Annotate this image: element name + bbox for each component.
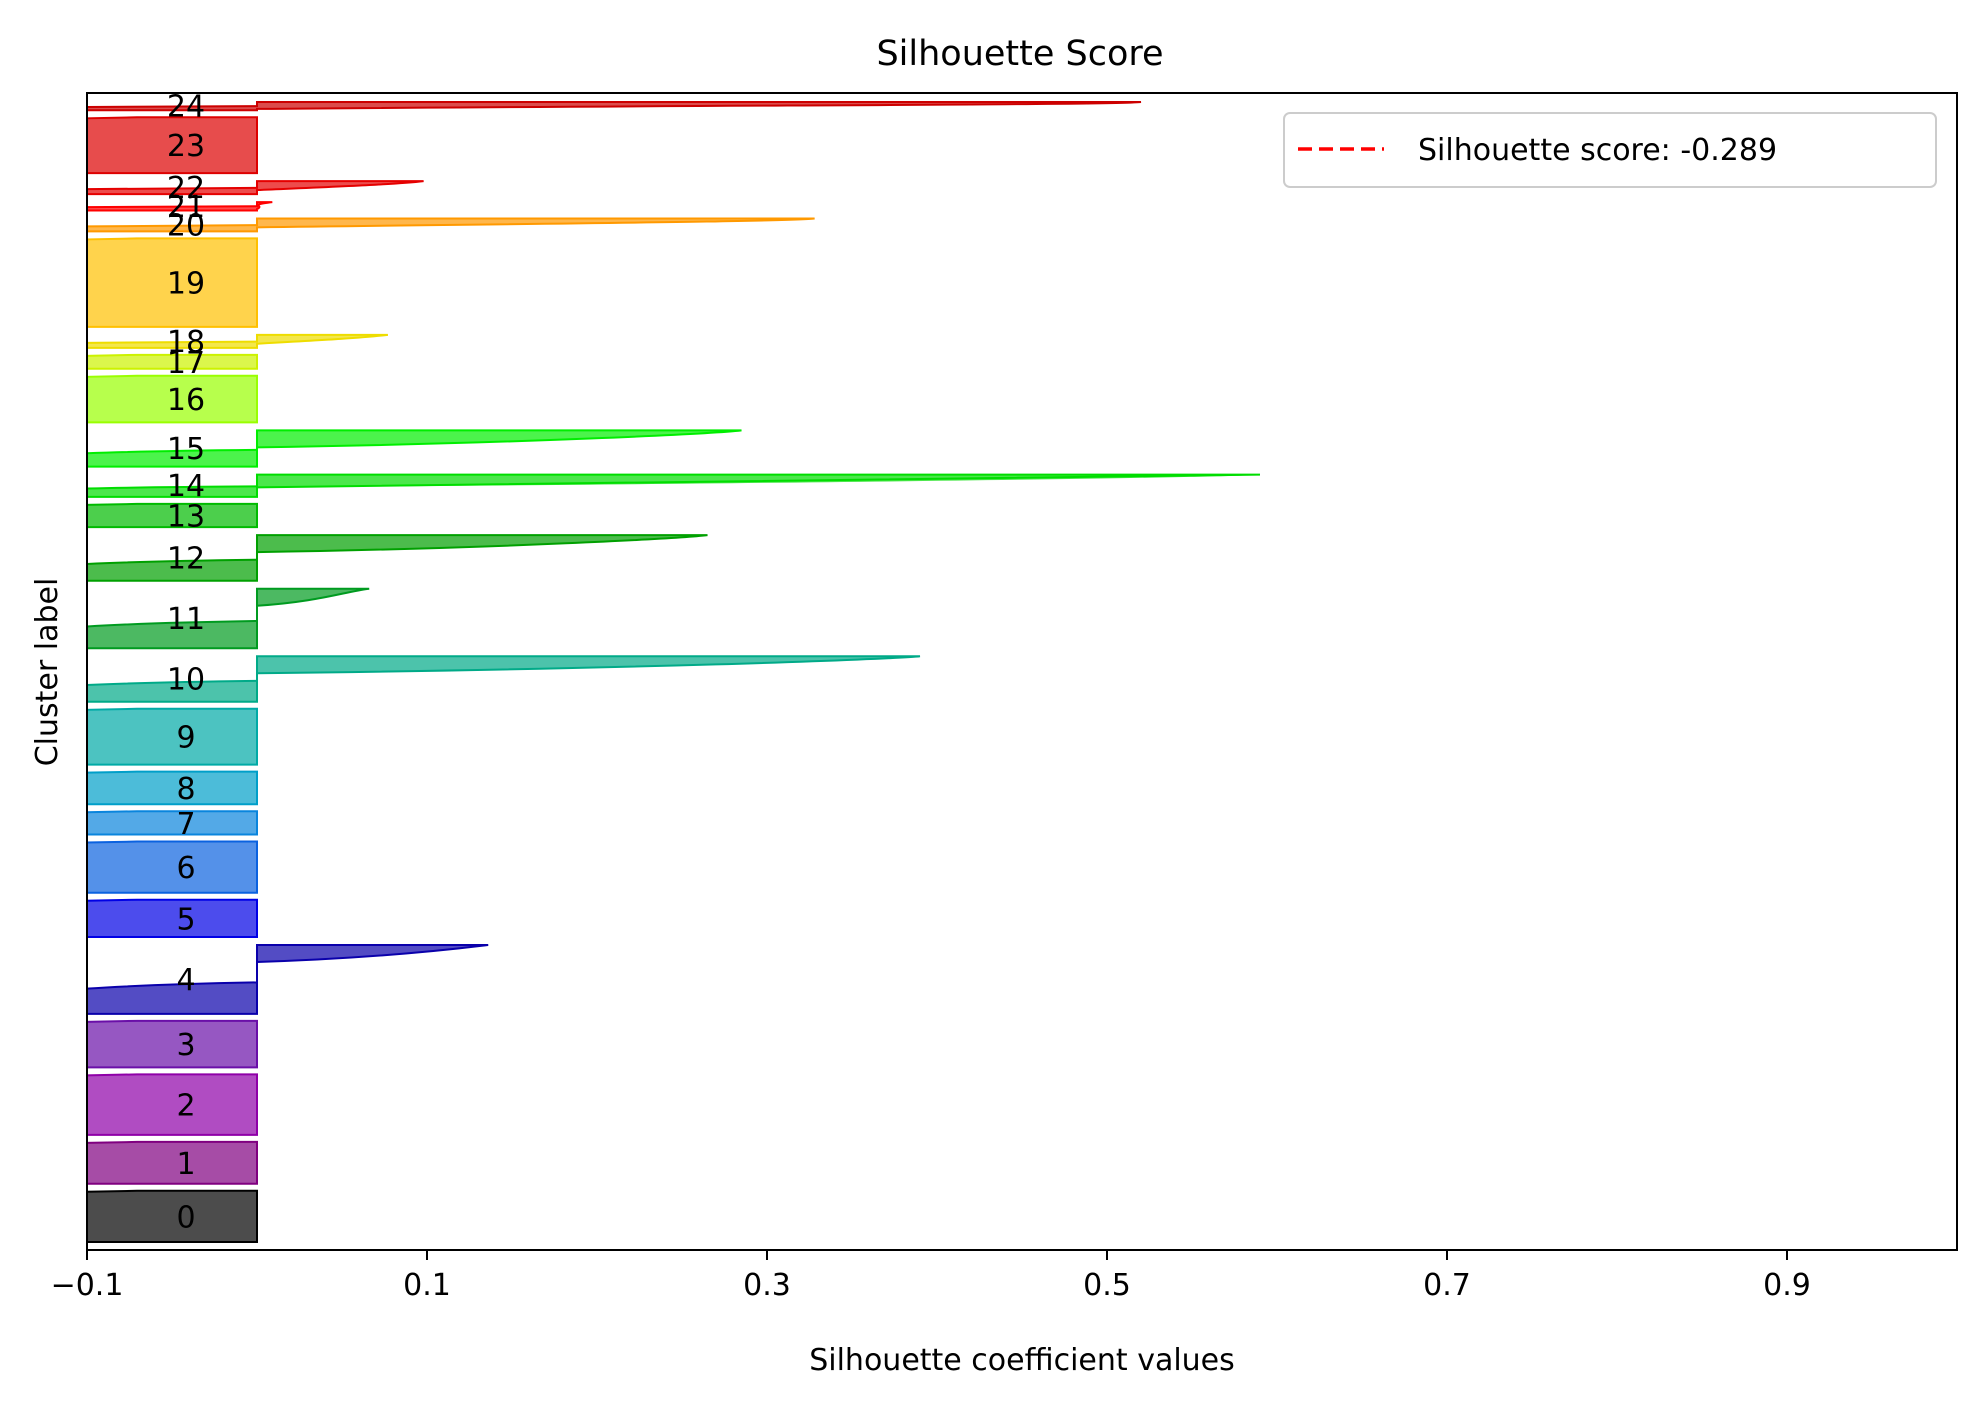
legend: Silhouette score: -0.289 bbox=[1283, 112, 1937, 188]
x-axis-label: Silhouette coefficient values bbox=[809, 1343, 1235, 1378]
x-axis-ticks: −0.1 0.1 0.3 0.5 0.7 0.9 bbox=[51, 1250, 1811, 1303]
cluster-label-14: 14 bbox=[167, 469, 205, 504]
cluster-silhouette-18 bbox=[86, 333, 389, 349]
cluster-silhouette-12 bbox=[86, 534, 708, 582]
cluster-silhouette-3 bbox=[86, 1019, 258, 1069]
cluster-silhouette-1 bbox=[86, 1140, 258, 1185]
cluster-label-3: 3 bbox=[176, 1028, 195, 1063]
cluster-label-23: 23 bbox=[167, 129, 205, 164]
y-axis-label: Cluster label bbox=[30, 578, 65, 767]
cluster-label-10: 10 bbox=[167, 663, 205, 698]
x-tick-label: −0.1 bbox=[51, 1268, 124, 1303]
cluster-silhouettes bbox=[86, 101, 1261, 1243]
cluster-label-13: 13 bbox=[167, 500, 205, 535]
cluster-label-15: 15 bbox=[167, 432, 205, 467]
cluster-label-8: 8 bbox=[176, 772, 195, 807]
cluster-label-6: 6 bbox=[176, 851, 195, 886]
cluster-silhouette-2 bbox=[86, 1073, 258, 1136]
cluster-label-9: 9 bbox=[176, 721, 195, 756]
cluster-label-16: 16 bbox=[167, 383, 205, 418]
cluster-silhouette-15 bbox=[86, 429, 742, 468]
cluster-silhouette-6 bbox=[86, 840, 258, 894]
cluster-label-24: 24 bbox=[167, 90, 205, 125]
cluster-silhouette-8 bbox=[86, 770, 258, 806]
plot-frame bbox=[86, 92, 1958, 1251]
x-tick-label: 0.1 bbox=[403, 1268, 451, 1303]
chart-title: Silhouette Score bbox=[876, 34, 1163, 74]
x-tick-label: 0.3 bbox=[743, 1268, 791, 1303]
cluster-silhouette-11 bbox=[86, 587, 370, 650]
legend-box bbox=[1283, 112, 1937, 188]
cluster-silhouette-10 bbox=[86, 655, 921, 703]
cluster-silhouette-21 bbox=[86, 201, 273, 212]
cluster-label-12: 12 bbox=[167, 541, 205, 576]
cluster-silhouette-24 bbox=[86, 101, 1142, 112]
x-tick-label: 0.7 bbox=[1423, 1268, 1471, 1303]
cluster-silhouette-9 bbox=[86, 707, 258, 766]
x-tick-label: 0.5 bbox=[1083, 1268, 1131, 1303]
cluster-label-17: 17 bbox=[167, 346, 205, 381]
cluster-label-21: 21 bbox=[167, 190, 205, 225]
cluster-label-1: 1 bbox=[176, 1147, 195, 1182]
cluster-silhouette-4 bbox=[86, 943, 489, 1015]
cluster-label-11: 11 bbox=[167, 602, 205, 637]
cluster-silhouette-14 bbox=[86, 473, 1261, 498]
cluster-label-18: 18 bbox=[167, 325, 205, 360]
cluster-label-19: 19 bbox=[167, 267, 205, 302]
cluster-label-4: 4 bbox=[176, 963, 195, 998]
cluster-label-20: 20 bbox=[167, 208, 205, 243]
cluster-label-0: 0 bbox=[176, 1200, 195, 1235]
cluster-silhouette-5 bbox=[86, 898, 258, 938]
cluster-label-22: 22 bbox=[167, 171, 205, 206]
x-tick-label: 0.9 bbox=[1763, 1268, 1811, 1303]
cluster-label-7: 7 bbox=[176, 807, 195, 842]
cluster-label-2: 2 bbox=[176, 1089, 195, 1124]
cluster-silhouette-20 bbox=[86, 217, 815, 233]
cluster-silhouette-22 bbox=[86, 180, 424, 196]
cluster-silhouette-0 bbox=[86, 1189, 258, 1243]
cluster-silhouette-7 bbox=[86, 810, 258, 836]
legend-label: Silhouette score: -0.289 bbox=[1418, 133, 1777, 168]
cluster-label-5: 5 bbox=[176, 902, 195, 937]
